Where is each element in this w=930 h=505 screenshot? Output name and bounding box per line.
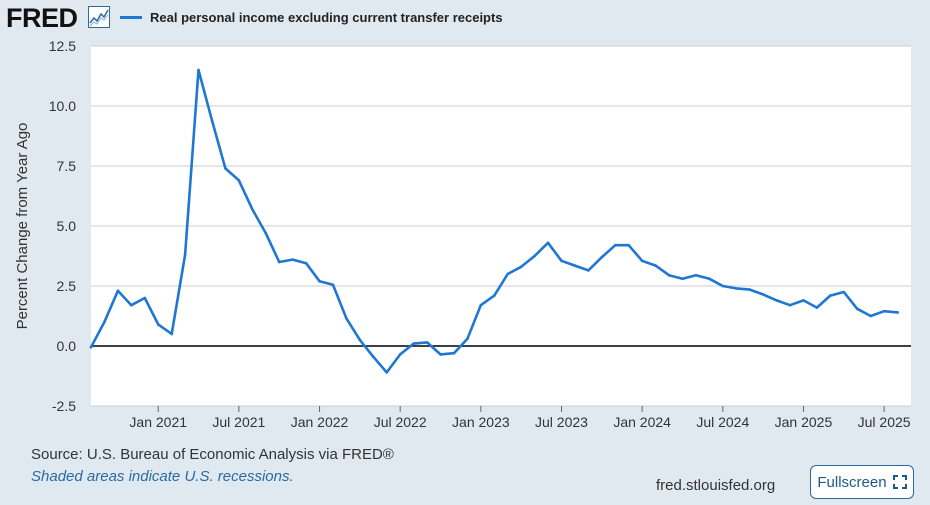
line-chart: -2.5 0.0 2.5 5.0 7.5 10.0 12.5 Jan 2021 Jul 202… (14, 38, 911, 430)
y-tick-label: 7.5 (57, 158, 77, 174)
y-axis-ticks: -2.5 0.0 2.5 5.0 7.5 10.0 12.5 (49, 38, 76, 414)
data-point (855, 307, 859, 311)
x-tick-label: Jan 2025 (775, 414, 833, 430)
fred-logo: FRED (6, 3, 78, 33)
data-point (519, 265, 523, 269)
site-link[interactable]: fred.stlouisfed.org (656, 477, 776, 494)
data-point (277, 260, 281, 264)
data-point (546, 241, 550, 245)
data-point (533, 254, 536, 258)
data-point (654, 264, 657, 267)
data-point (439, 353, 442, 356)
source-text: Source: U.S. Bureau of Economic Analysis… (31, 446, 394, 463)
data-point (318, 279, 321, 283)
legend-swatch (120, 15, 142, 19)
data-point (156, 323, 160, 326)
data-point (103, 320, 106, 324)
data-point (721, 284, 725, 288)
data-point (183, 253, 187, 257)
data-point (842, 290, 846, 294)
recession-note: Shaded areas indicate U.S. recessions. (31, 468, 294, 485)
y-tick-label: 10.0 (49, 98, 76, 114)
data-point (560, 259, 563, 263)
y-tick-label: 12.5 (49, 38, 76, 54)
data-point (667, 273, 671, 277)
data-point (600, 255, 604, 259)
data-point (640, 259, 644, 263)
data-point (708, 277, 711, 281)
x-axis-ticks: Jan 2021 Jul 2021 Jan 2022 Jul 2022 Jan 2023… (129, 406, 911, 430)
data-point (251, 207, 254, 211)
y-tick-label: 5.0 (57, 218, 77, 234)
data-point (197, 68, 200, 72)
data-point (748, 288, 751, 291)
data-point (372, 355, 375, 359)
grid-lines (91, 45, 911, 407)
data-point (788, 303, 792, 307)
x-tick-label: Jan 2024 (613, 414, 671, 430)
data-point (829, 294, 832, 297)
data-point (452, 351, 456, 355)
data-point (358, 338, 362, 342)
data-point (237, 179, 241, 182)
y-tick-label: -2.5 (52, 398, 76, 414)
data-point (493, 294, 496, 297)
data-point (291, 258, 294, 261)
data-point (89, 345, 93, 349)
data-point (896, 311, 899, 314)
legend-label: Real personal income excluding current t… (150, 9, 503, 25)
data-point (681, 277, 684, 281)
data-point (815, 306, 819, 309)
y-tick-label: 2.5 (57, 278, 77, 294)
fullscreen-icon (892, 475, 907, 489)
data-point (264, 231, 268, 235)
x-tick-label: Jul 2022 (374, 414, 427, 430)
data-point (224, 167, 227, 170)
data-point (573, 264, 577, 267)
data-point (869, 314, 872, 318)
y-axis-label: Percent Change from Year Ago (14, 123, 31, 330)
data-point (802, 299, 805, 302)
data-point (466, 337, 469, 341)
data-point (614, 243, 617, 247)
data-point (775, 299, 778, 302)
data-point (694, 273, 698, 277)
x-tick-label: Jul 2024 (696, 414, 749, 430)
x-tick-label: Jan 2021 (129, 414, 187, 430)
x-tick-label: Jan 2023 (452, 414, 510, 430)
data-point (116, 289, 120, 293)
data-point (130, 303, 133, 307)
fullscreen-label: Fullscreen (817, 473, 887, 491)
data-point (882, 309, 886, 313)
data-point (398, 353, 402, 356)
fullscreen-button[interactable]: Fullscreen (810, 465, 914, 499)
chart-legend: Real personal income excluding current t… (120, 8, 503, 26)
data-point (627, 243, 630, 247)
data-point (345, 317, 348, 320)
x-tick-label: Jan 2022 (291, 414, 349, 430)
data-point (143, 296, 147, 300)
fred-graph-icon (88, 6, 110, 28)
x-tick-label: Jul 2021 (212, 414, 265, 430)
data-point (331, 283, 335, 287)
x-tick-label: Jul 2025 (858, 414, 911, 430)
data-point (412, 342, 415, 345)
data-point (761, 293, 765, 296)
data-point (304, 261, 308, 265)
data-point (210, 119, 214, 122)
series-group (89, 68, 899, 374)
data-point (734, 287, 738, 290)
data-point (385, 371, 389, 374)
data-point (170, 332, 173, 336)
data-point (506, 272, 510, 276)
data-point (425, 341, 429, 344)
data-point (479, 303, 483, 307)
data-point (587, 269, 590, 272)
x-tick-label: Jul 2023 (535, 414, 588, 430)
y-tick-label: 0.0 (57, 338, 77, 354)
